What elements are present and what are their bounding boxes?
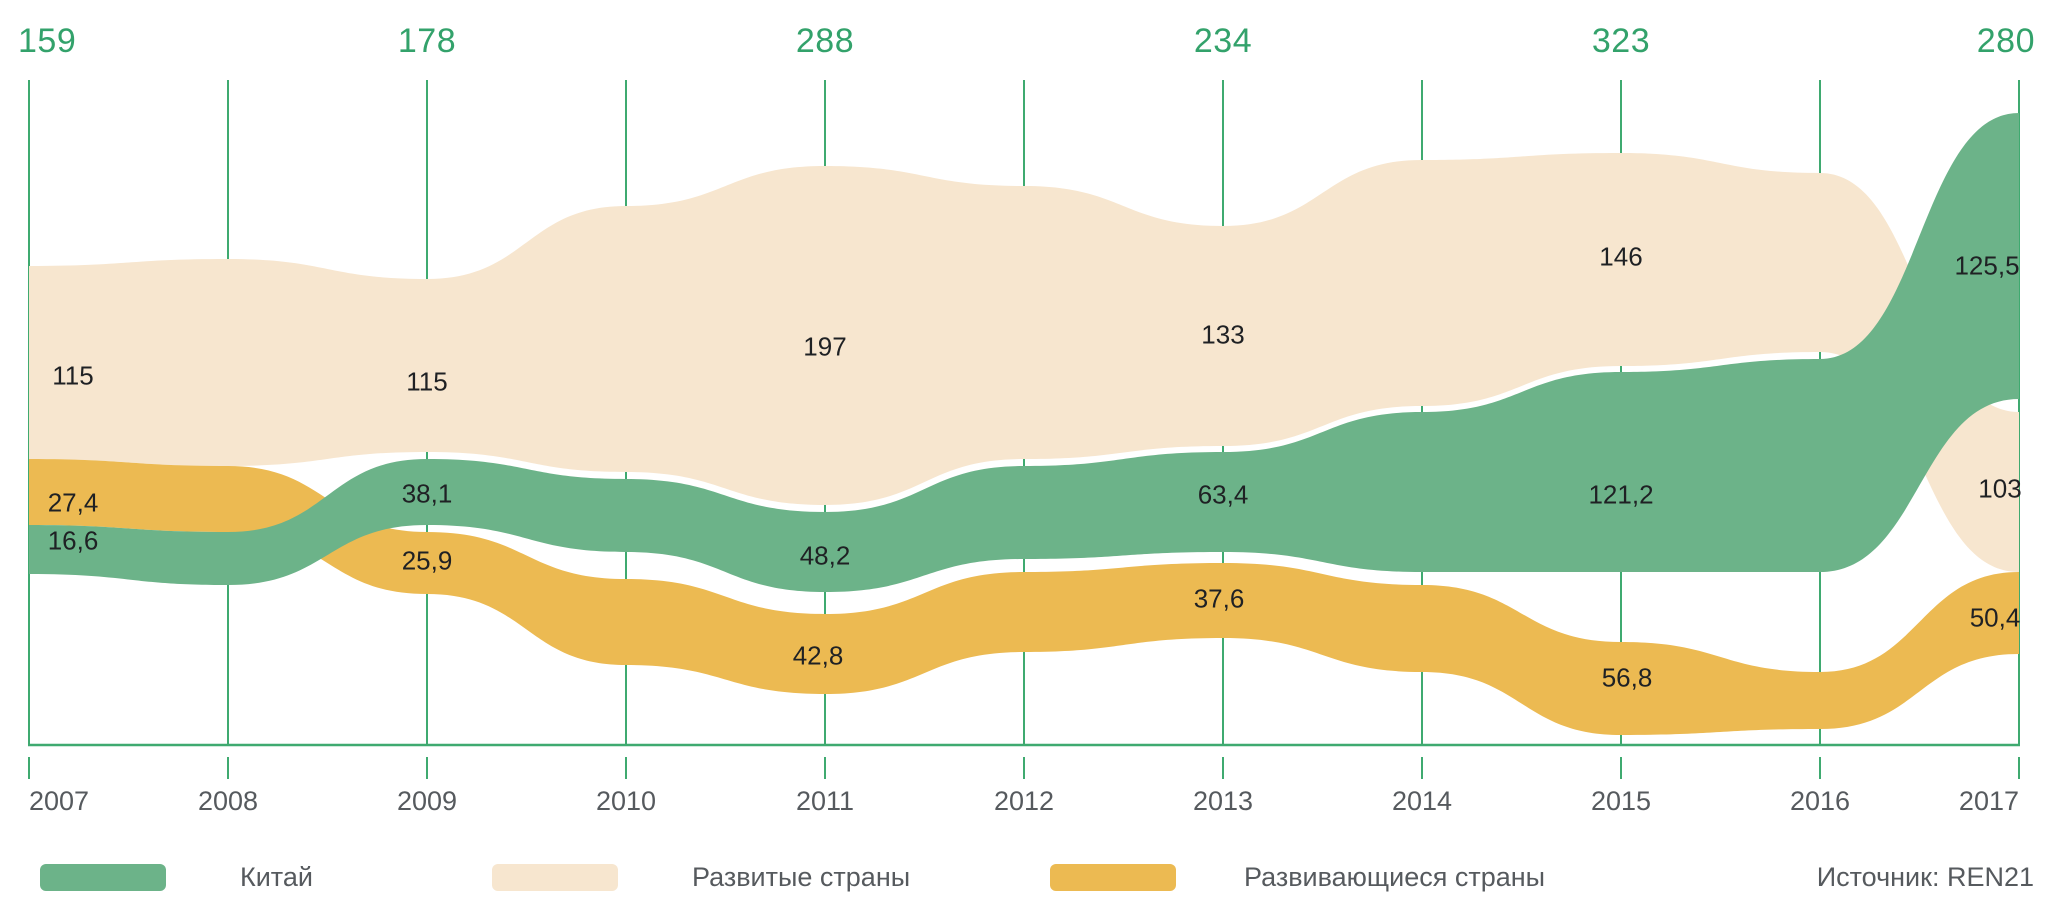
legend-swatch-developed bbox=[492, 864, 618, 891]
value-developed-2009: 115 bbox=[406, 366, 448, 397]
value-developed-2013: 133 bbox=[1201, 319, 1245, 350]
year-label-2017: 2017 bbox=[1958, 786, 2019, 816]
total-2013: 234 bbox=[1193, 22, 1253, 60]
value-developed-2007: 115 bbox=[52, 360, 94, 391]
value-developing-2013: 37,6 bbox=[1193, 583, 1245, 614]
legend-label-china: Китай bbox=[240, 862, 313, 892]
value-developing-2017: 50,4 bbox=[1969, 602, 2021, 633]
value-china-2017: 125,5 bbox=[1954, 250, 2020, 281]
total-2009: 178 bbox=[397, 22, 457, 60]
source-label: Источник: REN21 bbox=[1816, 862, 2034, 892]
year-label-2014: 2014 bbox=[1391, 786, 1453, 816]
value-china-2013: 63,4 bbox=[1197, 479, 1249, 510]
year-label-2015: 2015 bbox=[1590, 786, 1652, 816]
year-label-2016: 2016 bbox=[1789, 786, 1851, 816]
total-2015: 323 bbox=[1591, 22, 1651, 60]
total-2017: 280 bbox=[1976, 22, 2035, 60]
year-label-2010: 2010 bbox=[595, 786, 657, 816]
legend-label-developing: Развивающиеся страны bbox=[1244, 862, 1546, 892]
value-china-2009: 38,1 bbox=[401, 478, 453, 509]
year-label-2007: 2007 bbox=[29, 786, 90, 816]
year-label-2013: 2013 bbox=[1192, 786, 1254, 816]
value-china-2011: 48,2 bbox=[799, 540, 851, 571]
year-label-2009: 2009 bbox=[396, 786, 458, 816]
value-developing-2011: 42,8 bbox=[792, 640, 844, 671]
year-label-2008: 2008 bbox=[197, 786, 259, 816]
value-developing-2007: 27,4 bbox=[47, 487, 99, 518]
year-label-2011: 2011 bbox=[795, 786, 855, 816]
value-china-2015: 121,2 bbox=[1588, 479, 1654, 510]
value-developing-2015: 56,8 bbox=[1601, 662, 1653, 693]
total-2007: 159 bbox=[18, 22, 77, 60]
legend-swatch-china bbox=[40, 864, 166, 891]
legend-label-developed: Развитые страны bbox=[692, 862, 911, 892]
value-china-2007: 16,6 bbox=[47, 525, 99, 556]
value-developed-2015: 146 bbox=[1599, 241, 1643, 272]
value-developed-2017: 103 bbox=[1978, 473, 2022, 504]
year-label-2012: 2012 bbox=[993, 786, 1055, 816]
value-developing-2009: 25,9 bbox=[401, 545, 453, 576]
value-developed-2011: 197 bbox=[803, 331, 847, 362]
legend-swatch-developing bbox=[1050, 864, 1176, 891]
total-2011: 288 bbox=[795, 22, 855, 60]
